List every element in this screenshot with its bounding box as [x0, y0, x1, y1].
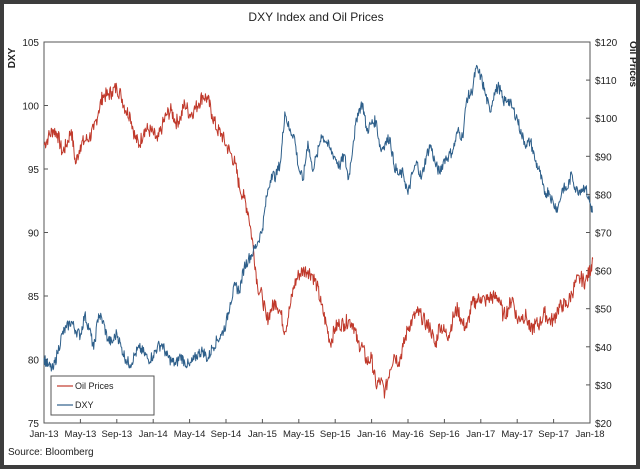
- legend-label-oil-prices: Oil Prices: [75, 381, 114, 391]
- right-tick-label: $90: [595, 152, 612, 163]
- left-tick-label: 80: [28, 356, 40, 367]
- chart-panel: DXY Index and Oil Prices DXY Oil Prices …: [4, 4, 636, 465]
- source-note: Source: Bloomberg: [8, 447, 94, 458]
- x-tick-label: May-15: [283, 429, 315, 440]
- right-tick-label: $40: [595, 343, 612, 354]
- left-axis-label: DXY: [7, 47, 18, 68]
- legend-box: [50, 375, 155, 416]
- left-tick-label: 105: [22, 38, 39, 49]
- legend: Oil Prices DXY: [50, 375, 155, 416]
- x-tick-label: Jan-17: [466, 429, 495, 440]
- series-line-dxy: [43, 64, 593, 372]
- x-tick-label: Jan-13: [29, 429, 58, 440]
- left-tick-label: 95: [28, 165, 40, 176]
- left-tick-label: 90: [28, 229, 40, 240]
- x-tick-label: May-13: [65, 429, 97, 440]
- x-tick-label: Jan-15: [248, 429, 277, 440]
- legend-label-dxy: DXY: [75, 400, 94, 410]
- right-tick-label: $60: [595, 267, 612, 278]
- right-tick-label: $110: [595, 76, 617, 87]
- x-tick-label: Sep-15: [320, 429, 351, 440]
- x-tick-label: May-16: [392, 429, 424, 440]
- right-tick-label: $80: [595, 190, 612, 201]
- x-tick-label: Jan-16: [357, 429, 386, 440]
- right-tick-label: $50: [595, 305, 612, 316]
- chart-title: DXY Index and Oil Prices: [248, 10, 383, 24]
- chart-svg: DXY Index and Oil Prices DXY Oil Prices …: [7, 10, 636, 458]
- series-line-oil-prices: [43, 82, 594, 399]
- x-tick-label: Sep-13: [101, 429, 132, 440]
- right-tick-label: $100: [595, 114, 618, 125]
- right-axis-label: Oil Prices: [627, 41, 636, 88]
- right-tick-label: $30: [595, 381, 612, 392]
- left-tick-label: 85: [28, 292, 40, 303]
- x-tick-label: Sep-17: [538, 429, 569, 440]
- left-tick-label: 100: [22, 102, 39, 113]
- right-tick-label: $120: [595, 38, 618, 49]
- right-tick-label: $70: [595, 229, 612, 240]
- x-tick-label: May-14: [174, 429, 206, 440]
- x-tick-label: Jan-14: [139, 429, 168, 440]
- right-tick-label: $20: [595, 419, 612, 430]
- left-tick-label: 75: [28, 419, 40, 430]
- x-tick-label: Jan-18: [575, 429, 604, 440]
- x-tick-label: May-17: [501, 429, 533, 440]
- x-tick-label: Sep-16: [429, 429, 460, 440]
- x-tick-label: Sep-14: [211, 429, 242, 440]
